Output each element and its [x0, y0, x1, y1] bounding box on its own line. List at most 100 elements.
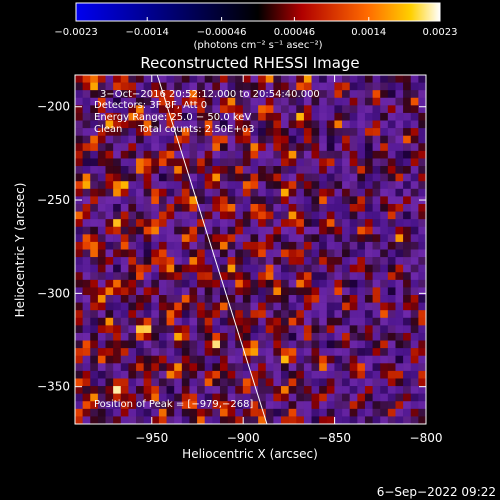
- heatmap-cell: [128, 105, 137, 114]
- heatmap-cell: [136, 257, 144, 265]
- heatmap-cell: [105, 378, 114, 387]
- heatmap-cell: [303, 75, 312, 83]
- heatmap-cell: [387, 393, 396, 402]
- heatmap-cell: [174, 332, 183, 341]
- heatmap-cell: [128, 257, 137, 265]
- heatmap-cell: [319, 226, 328, 235]
- heatmap-cell: [372, 188, 381, 197]
- heatmap-cell: [235, 226, 244, 235]
- heatmap-cell: [326, 196, 335, 205]
- heatmap-cell: [364, 173, 373, 182]
- heatmap-cell: [311, 173, 320, 182]
- heatmap-cell: [265, 219, 274, 228]
- heatmap-cell: [418, 143, 426, 152]
- heatmap-cell: [242, 340, 251, 349]
- heatmap-cell: [97, 295, 106, 303]
- heatmap-cell: [113, 348, 122, 357]
- heatmap-cell: [120, 378, 129, 387]
- heatmap-cell: [410, 348, 419, 357]
- heatmap-cell: [75, 272, 83, 281]
- heatmap-cell: [189, 196, 198, 205]
- heatmap-cell: [242, 181, 251, 190]
- heatmap-cell: [265, 241, 274, 250]
- heatmap-cell: [197, 279, 206, 288]
- heatmap-cell: [158, 219, 167, 228]
- heatmap-cell: [319, 363, 328, 372]
- heatmap-cell: [418, 75, 426, 83]
- heatmap-cell: [303, 128, 312, 136]
- heatmap-cell: [151, 355, 160, 364]
- heatmap-cell: [113, 287, 122, 296]
- heatmap-cell: [90, 355, 99, 364]
- heatmap-cell: [174, 317, 183, 326]
- heatmap-cell: [410, 188, 419, 197]
- heatmap-cell: [105, 82, 114, 91]
- heatmap-cell: [326, 135, 335, 144]
- heatmap-cell: [273, 393, 282, 402]
- heatmap-cell: [97, 226, 106, 235]
- heatmap-cell: [395, 317, 404, 326]
- heatmap-cell: [90, 332, 99, 341]
- heatmap-cell: [166, 82, 175, 91]
- heatmap-cell: [273, 75, 282, 83]
- heatmap-cell: [296, 348, 305, 357]
- heatmap-cell: [387, 340, 396, 349]
- heatmap-cell: [349, 386, 358, 394]
- heatmap-cell: [197, 158, 206, 167]
- heatmap-cell: [204, 386, 213, 394]
- heatmap-cell: [128, 332, 137, 341]
- heatmap-cell: [250, 355, 259, 364]
- heatmap-cell: [258, 257, 267, 265]
- heatmap-cell: [311, 279, 320, 288]
- heatmap-cell: [113, 279, 122, 288]
- heatmap-cell: [303, 203, 312, 212]
- heatmap-cell: [105, 128, 114, 136]
- heatmap-cell: [120, 120, 129, 129]
- heatmap-cell: [334, 112, 343, 121]
- heatmap-cell: [334, 295, 343, 303]
- heatmap-cell: [281, 386, 289, 394]
- heatmap-cell: [128, 340, 137, 349]
- heatmap-cell: [82, 82, 91, 91]
- heatmap-cell: [219, 295, 228, 303]
- heatmap-cell: [364, 416, 373, 424]
- heatmap-cell: [143, 370, 152, 379]
- heatmap-cell: [273, 249, 282, 258]
- heatmap-cell: [364, 408, 373, 417]
- heatmap-cell: [242, 332, 251, 341]
- heatmap-cell: [212, 112, 221, 121]
- heatmap-cell: [189, 166, 198, 174]
- heatmap-cell: [82, 249, 91, 258]
- heatmap-cell: [181, 120, 190, 129]
- heatmap-cell: [357, 317, 366, 326]
- heatmap-cell: [326, 378, 335, 387]
- heatmap-cell: [357, 401, 366, 410]
- heatmap-cell: [364, 105, 373, 114]
- heatmap-cell: [181, 295, 190, 303]
- heatmap-cell: [395, 401, 404, 410]
- heatmap-cell: [364, 272, 373, 281]
- heatmap-cell: [349, 264, 358, 273]
- heatmap-cell: [143, 302, 152, 311]
- heatmap-cell: [250, 181, 259, 190]
- colorbar-unit-label: (photons cm⁻² s⁻¹ asec⁻²): [193, 40, 322, 51]
- heatmap-cell: [82, 310, 91, 319]
- heatmap-cell: [75, 203, 83, 212]
- heatmap-cell: [75, 150, 83, 159]
- heatmap-cell: [364, 295, 373, 303]
- heatmap-cell: [242, 370, 251, 379]
- heatmap-cell: [120, 264, 129, 273]
- heatmap-cell: [97, 386, 106, 394]
- heatmap-cell: [395, 370, 404, 379]
- heatmap-cell: [296, 295, 305, 303]
- heatmap-cell: [326, 97, 335, 106]
- heatmap-cell: [410, 287, 419, 296]
- heatmap-cell: [128, 181, 137, 190]
- heatmap-cell: [136, 181, 144, 190]
- heatmap-cell: [120, 386, 129, 394]
- heatmap-cell: [166, 257, 175, 265]
- heatmap-cell: [380, 128, 389, 136]
- heatmap-cell: [105, 90, 114, 99]
- heatmap-cell: [319, 188, 328, 197]
- heatmap-cell: [395, 188, 404, 197]
